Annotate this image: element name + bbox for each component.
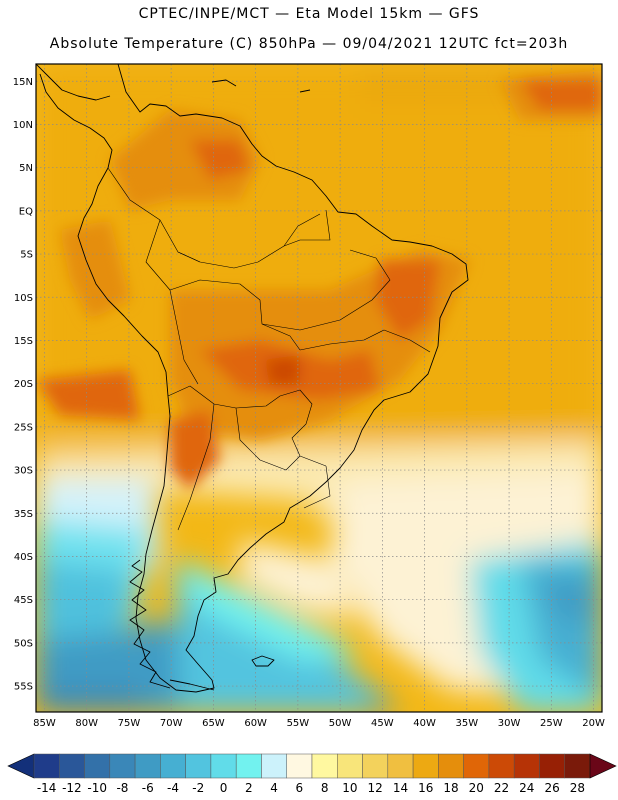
longitude-label: 70W xyxy=(160,718,183,729)
longitude-label: 20W xyxy=(582,718,605,729)
colorbar-swatch xyxy=(412,753,439,779)
latitude-label: 50S xyxy=(14,638,33,649)
temperature-field xyxy=(36,64,602,712)
longitude-label: 85W xyxy=(33,718,56,729)
map-title-line-2: Absolute Temperature (C) 850hPa — 09/04/… xyxy=(49,36,569,52)
south-america-coastline xyxy=(39,64,469,693)
colorbar-label: 18 xyxy=(443,781,458,795)
colorbar-swatch xyxy=(387,753,414,779)
colorbar-label: -8 xyxy=(116,781,128,795)
latitude-label: 20S xyxy=(14,379,33,390)
colorbar-swatch xyxy=(185,753,212,779)
latitude-label: 10S xyxy=(14,293,33,304)
colorbar-swatch xyxy=(84,753,111,779)
colorbar-swatch xyxy=(134,753,161,779)
longitude-label: 40W xyxy=(413,718,436,729)
colorbar-label: 24 xyxy=(519,781,534,795)
colorbar-swatch xyxy=(564,753,591,779)
longitude-tick-labels: 85W 80W 75W 70W 65W 60W 55W 50W 45W 40W 35W 30W 25W 2… xyxy=(33,718,605,729)
country-borders xyxy=(107,167,431,531)
colorbar-swatch xyxy=(463,753,490,779)
colorbar-label: 8 xyxy=(321,781,329,795)
colorbar-swatch xyxy=(160,753,186,779)
colorbar-label: -12 xyxy=(62,781,82,795)
colorbar-swatch xyxy=(235,753,262,779)
latitude-label: 15N xyxy=(13,77,33,88)
colorbar-label: 14 xyxy=(393,781,408,795)
latitude-label: 15S xyxy=(14,336,33,347)
colorbar-label: 28 xyxy=(570,781,585,795)
colorbar-label: 0 xyxy=(220,781,228,795)
coastline-outlines xyxy=(36,64,469,693)
colorbar-swatch xyxy=(286,753,313,779)
colorbar-label: -4 xyxy=(167,781,179,795)
map-frame xyxy=(35,63,603,713)
latitude-label: 35S xyxy=(14,509,33,520)
colorbar-swatch xyxy=(261,753,287,779)
longitude-label: 60W xyxy=(244,718,267,729)
colorbar-swatch xyxy=(59,753,85,779)
latitude-label: 55S xyxy=(14,682,33,693)
colorbar-label: 10 xyxy=(342,781,357,795)
colorbar-label: 16 xyxy=(418,781,433,795)
latitude-label: 40S xyxy=(14,552,33,563)
colorbar-label: 6 xyxy=(296,781,304,795)
central-america-coastline xyxy=(36,64,111,101)
map-title-line-1: CPTEC/INPE/MCT — Eta Model 15km — GFS xyxy=(138,6,480,22)
latitude-label: 10N xyxy=(13,120,33,131)
colorbar: -14 -12 -10 -8 -6 -4 -2 0 2 4 6 8 10 12 14 16 18 20 22 24 26… xyxy=(7,753,617,795)
longitude-label: 35W xyxy=(456,718,479,729)
longitude-label: 30W xyxy=(498,718,521,729)
colorbar-swatch xyxy=(311,753,338,779)
latitude-label: EQ xyxy=(19,206,33,217)
colorbar-label: 2 xyxy=(245,781,253,795)
colorbar-swatch xyxy=(109,753,136,779)
colorbar-swatch xyxy=(438,753,464,779)
colorbar-swatch xyxy=(337,753,363,779)
colorbar-swatch xyxy=(210,753,237,779)
longitude-label: 50W xyxy=(329,718,352,729)
latitude-label: 5S xyxy=(20,250,33,261)
colorbar-high-triangle xyxy=(589,753,617,779)
latitude-label: 25S xyxy=(14,422,33,433)
graticule-grid xyxy=(36,64,602,712)
colorbar-label: -6 xyxy=(142,781,154,795)
longitude-label: 25W xyxy=(540,718,563,729)
longitude-label: 45W xyxy=(371,718,394,729)
colorbar-label: 22 xyxy=(494,781,509,795)
colorbar-swatch xyxy=(513,753,540,779)
latitude-label: 30S xyxy=(14,466,33,477)
colorbar-label: 12 xyxy=(368,781,383,795)
longitude-label: 80W xyxy=(75,718,98,729)
colorbar-label: -2 xyxy=(192,781,204,795)
colorbar-swatch xyxy=(488,753,515,779)
colorbar-label: 26 xyxy=(544,781,559,795)
colorbar-swatch xyxy=(33,753,60,779)
longitude-label: 65W xyxy=(202,718,225,729)
longitude-label: 55W xyxy=(287,718,310,729)
colorbar-swatch xyxy=(362,753,389,779)
latitude-tick-labels: 15N 10N 5N EQ 5S 10S 15S 20S 25S 30S 35S 40S 45S 50S 5… xyxy=(13,77,33,693)
latitude-label: 45S xyxy=(14,595,33,606)
colorbar-label: -14 xyxy=(37,781,57,795)
colorbar-low-triangle xyxy=(7,753,35,779)
colorbar-swatch xyxy=(539,753,565,779)
latitude-label: 5N xyxy=(19,163,33,174)
longitude-label: 75W xyxy=(118,718,141,729)
colorbar-label: -10 xyxy=(87,781,107,795)
colorbar-label: 20 xyxy=(469,781,484,795)
colorbar-label: 4 xyxy=(270,781,278,795)
